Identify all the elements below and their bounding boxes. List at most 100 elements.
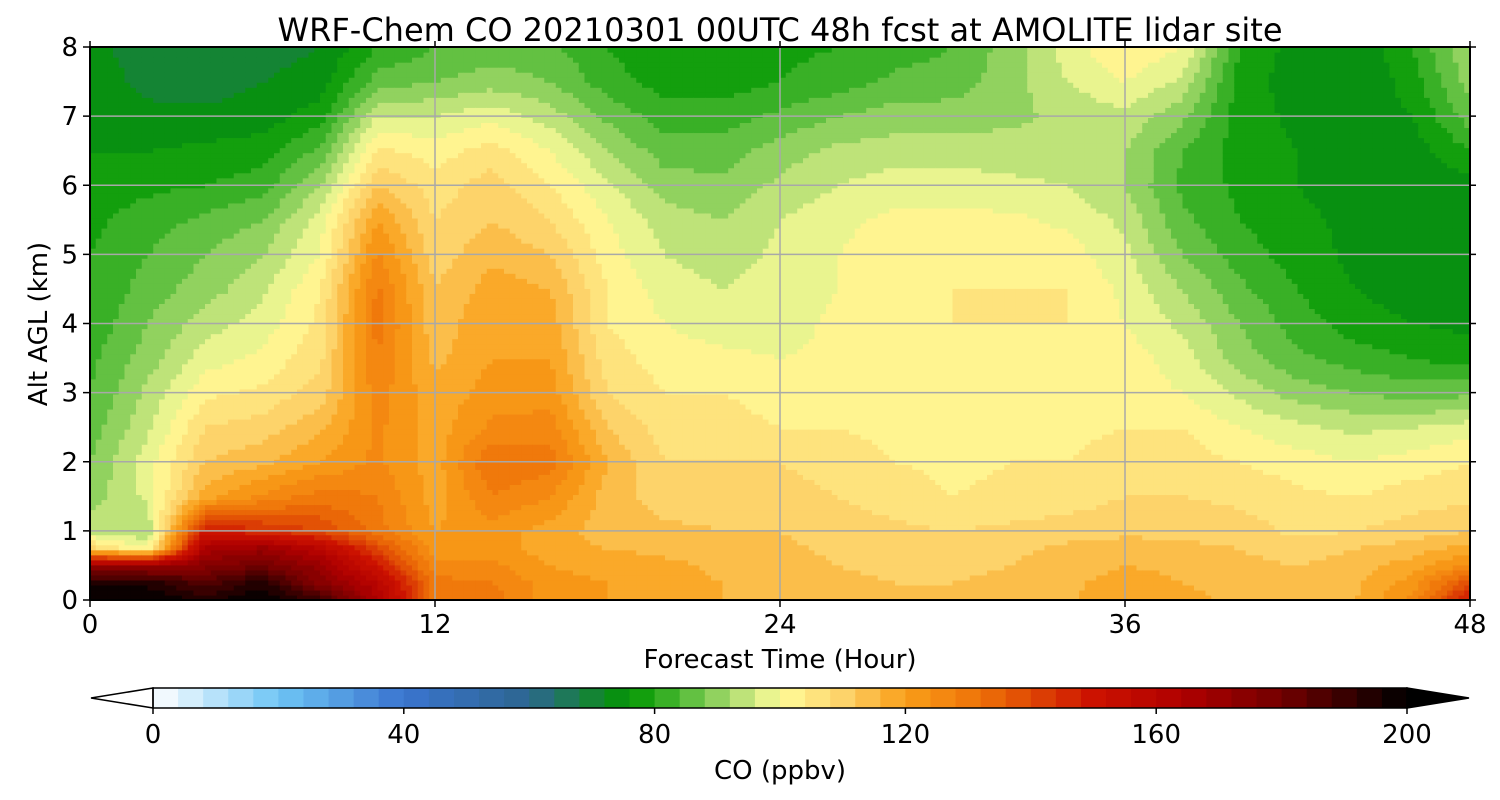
co-cell (182, 479, 188, 485)
co-cell (102, 489, 108, 495)
co-cell (96, 77, 102, 83)
co-cell (349, 379, 355, 385)
co-cell (176, 228, 182, 234)
co-cell (291, 379, 297, 385)
co-cell (211, 560, 217, 566)
co-cell (314, 127, 320, 133)
co-cell (274, 82, 280, 88)
co-cell (309, 213, 315, 219)
co-cell (199, 494, 205, 500)
co-cell (263, 173, 269, 179)
co-cell (257, 540, 263, 546)
co-cell (148, 494, 154, 500)
co-cell (309, 510, 315, 516)
co-cell (182, 148, 188, 154)
co-cell (153, 575, 159, 581)
co-cell (268, 324, 274, 330)
co-cell (343, 494, 349, 500)
co-cell (303, 545, 309, 551)
co-cell (96, 218, 102, 224)
co-cell (176, 429, 182, 435)
co-cell (234, 178, 240, 184)
co-cell (159, 449, 165, 455)
co-cell (102, 555, 108, 561)
co-cell (320, 580, 326, 586)
co-cell (125, 540, 131, 546)
co-cell (303, 570, 309, 576)
co-cell (199, 218, 205, 224)
co-cell (182, 324, 188, 330)
co-cell (240, 414, 246, 420)
co-cell (268, 515, 274, 521)
co-cell (337, 359, 343, 365)
co-cell (263, 198, 269, 204)
co-cell (125, 504, 131, 510)
co-cell (188, 298, 194, 304)
co-cell (303, 364, 309, 370)
co-cell (263, 424, 269, 430)
co-cell (291, 122, 297, 128)
co-cell (107, 575, 113, 581)
co-cell (125, 379, 131, 385)
co-cell (326, 424, 332, 430)
co-cell (320, 268, 326, 274)
co-cell (136, 283, 142, 289)
co-cell (148, 238, 154, 244)
co-cell (314, 449, 320, 455)
co-cell (217, 112, 223, 118)
co-cell (251, 464, 257, 470)
co-cell (107, 263, 113, 269)
co-cell (113, 479, 119, 485)
co-cell (263, 97, 269, 103)
co-cell (297, 389, 303, 395)
co-cell (291, 263, 297, 269)
co-cell (136, 188, 142, 194)
co-cell (188, 57, 194, 63)
co-cell (171, 359, 177, 365)
co-cell (309, 258, 315, 264)
co-cell (291, 112, 297, 118)
co-cell (228, 308, 234, 314)
co-cell (314, 324, 320, 330)
co-cell (303, 193, 309, 199)
co-cell (286, 122, 292, 128)
co-cell (199, 394, 205, 400)
co-cell (280, 112, 286, 118)
co-cell (199, 590, 205, 596)
co-cell (182, 137, 188, 143)
co-cell (309, 218, 315, 224)
co-cell (286, 213, 292, 219)
co-cell (297, 374, 303, 380)
co-cell (245, 540, 251, 546)
co-cell (142, 404, 148, 410)
co-cell (165, 293, 171, 299)
co-cell (268, 334, 274, 340)
co-cell (332, 520, 338, 526)
co-cell (142, 379, 148, 385)
co-cell (274, 474, 280, 480)
co-cell (113, 283, 119, 289)
co-cell (136, 394, 142, 400)
co-cell (297, 394, 303, 400)
co-cell (280, 143, 286, 149)
co-cell (234, 143, 240, 149)
co-cell (297, 359, 303, 365)
co-cell (240, 158, 246, 164)
co-cell (107, 77, 113, 83)
co-cell (119, 273, 125, 279)
co-cell (309, 228, 315, 234)
co-cell (142, 163, 148, 169)
co-cell (113, 545, 119, 551)
co-cell (228, 52, 234, 58)
co-cell (228, 590, 234, 596)
co-cell (320, 389, 326, 395)
co-cell (113, 143, 119, 149)
co-cell (245, 329, 251, 335)
co-cell (113, 238, 119, 244)
co-cell (309, 278, 315, 284)
co-cell (176, 238, 182, 244)
co-cell (263, 474, 269, 480)
co-cell (199, 424, 205, 430)
co-cell (291, 369, 297, 375)
co-cell (303, 419, 309, 425)
